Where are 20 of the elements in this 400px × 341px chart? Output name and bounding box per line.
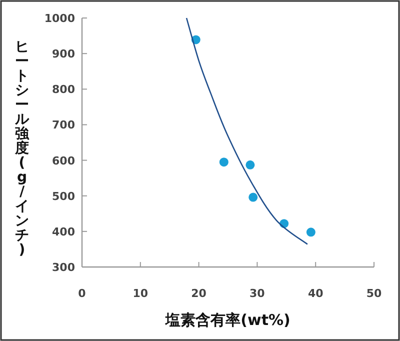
- y-tick-label: 900: [52, 48, 76, 61]
- x-tick-label: 50: [366, 287, 382, 300]
- point: [248, 192, 258, 202]
- x-tick-label: 0: [78, 287, 86, 300]
- y-tick-label: 800: [52, 83, 76, 96]
- point: [246, 160, 255, 170]
- y-tick-label: 700: [52, 118, 76, 132]
- y-tick-label: 600: [52, 154, 76, 168]
- x-tick-label: 30: [250, 287, 266, 300]
- text: ヒートシール強度(g/インチ): [15, 39, 29, 258]
- x-tick-label: 40: [308, 287, 324, 300]
- y-tick-label: 1000: [44, 12, 76, 25]
- y-tick-label: 500: [52, 190, 76, 203]
- x-axis-title: 塩素含有率(wt%): [164, 311, 290, 329]
- y-tick-label: 300: [52, 261, 76, 274]
- x-tick-label: 10: [132, 287, 148, 300]
- point: [306, 228, 316, 237]
- y-tick-label: 400: [52, 225, 76, 238]
- x-tick-label: 20: [191, 287, 207, 300]
- point: [219, 158, 228, 167]
